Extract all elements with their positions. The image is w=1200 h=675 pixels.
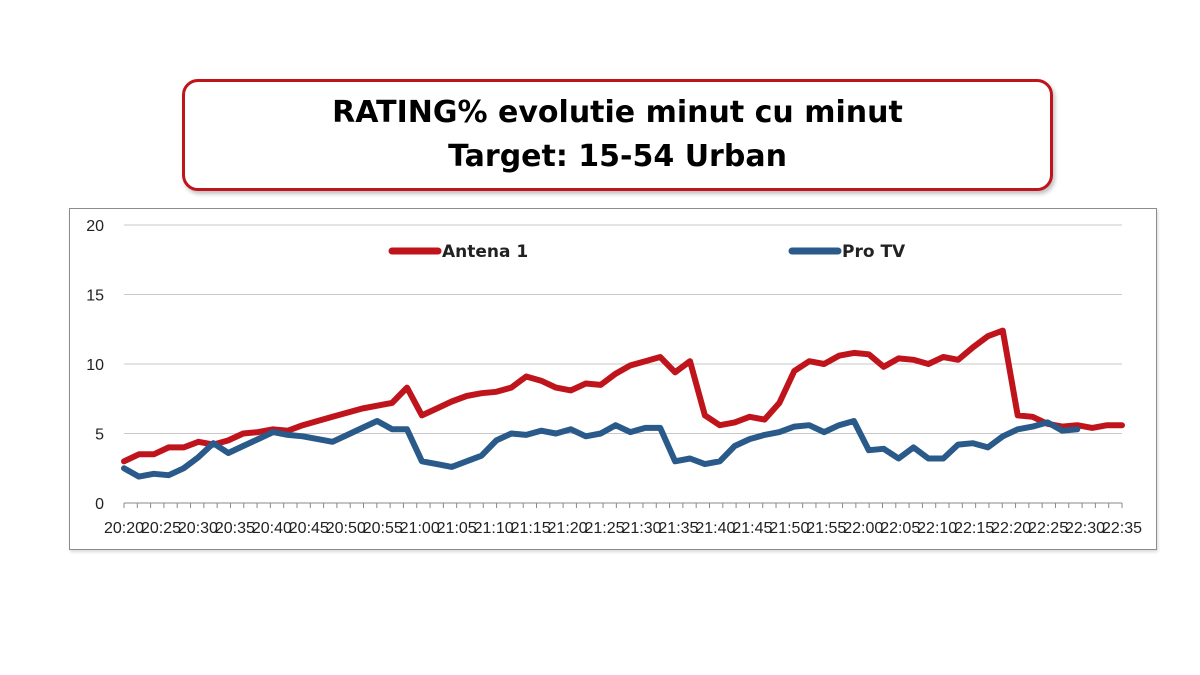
x-tick-label: 20:30 [178, 520, 218, 537]
x-tick-label: 22:35 [1102, 520, 1142, 537]
x-tick-label: 21:55 [806, 520, 846, 537]
x-tick-label: 21:50 [769, 520, 809, 537]
x-tick-label: 22:15 [954, 520, 994, 537]
x-tick-label: 21:35 [658, 520, 698, 537]
x-tick-label: 22:30 [1065, 520, 1105, 537]
x-tick-label: 21:45 [732, 520, 772, 537]
x-tick-label: 20:50 [326, 520, 366, 537]
legend-label: Pro TV [842, 242, 906, 262]
chart-subtitle: Target: 15-54 Urban [448, 139, 787, 174]
x-tick-label: 22:05 [880, 520, 920, 537]
chart-title: RATING% evolutie minut cu minut [332, 95, 903, 130]
x-tick-label: 22:25 [1028, 520, 1068, 537]
x-tick-label: 20:35 [215, 520, 255, 537]
x-tick-label: 22:00 [843, 520, 883, 537]
x-tick-label: 22:10 [917, 520, 957, 537]
legend: Antena 1 Pro TV [388, 242, 906, 262]
x-tick-label: 21:00 [400, 520, 440, 537]
x-tick-label: 20:55 [363, 520, 403, 537]
x-tick-label: 21:30 [621, 520, 661, 537]
x-tick-label: 21:05 [437, 520, 477, 537]
x-tick-label: 21:25 [584, 520, 624, 537]
x-tick-label: 21:10 [474, 520, 514, 537]
series-line-pro-tv [121, 418, 1081, 480]
x-tick-label: 21:20 [548, 520, 588, 537]
axes: 0510152020:2020:2520:3020:3520:4020:4520… [86, 218, 1142, 537]
x-tick-label: 21:15 [511, 520, 551, 537]
chart-title-box: RATING% evolutie minut cu minut Target: … [182, 79, 1053, 191]
x-tick-label: 20:40 [252, 520, 292, 537]
series [121, 327, 1125, 480]
y-tick-label: 0 [95, 496, 104, 513]
series-line-antena-1 [121, 327, 1125, 465]
x-tick-label: 20:20 [104, 520, 144, 537]
gridlines [124, 224, 1122, 434]
x-tick-label: 22:20 [991, 520, 1031, 537]
legend-label: Antena 1 [442, 242, 528, 262]
x-tick-label: 20:45 [289, 520, 329, 537]
chart-area: 0 5 10 15 20 20:20 20:25 20:30 20:35 20:40 20:45 20… [69, 208, 1157, 550]
y-tick-label: 15 [86, 288, 104, 305]
x-tick-label: 21:40 [695, 520, 735, 537]
y-tick-label: 20 [86, 218, 104, 235]
y-tick-label: 5 [95, 427, 104, 444]
x-tick-label: 20:25 [141, 520, 181, 537]
line-chart: 0510152020:2020:2520:3020:3520:4020:4520… [86, 218, 1142, 537]
y-tick-label: 10 [86, 357, 104, 374]
